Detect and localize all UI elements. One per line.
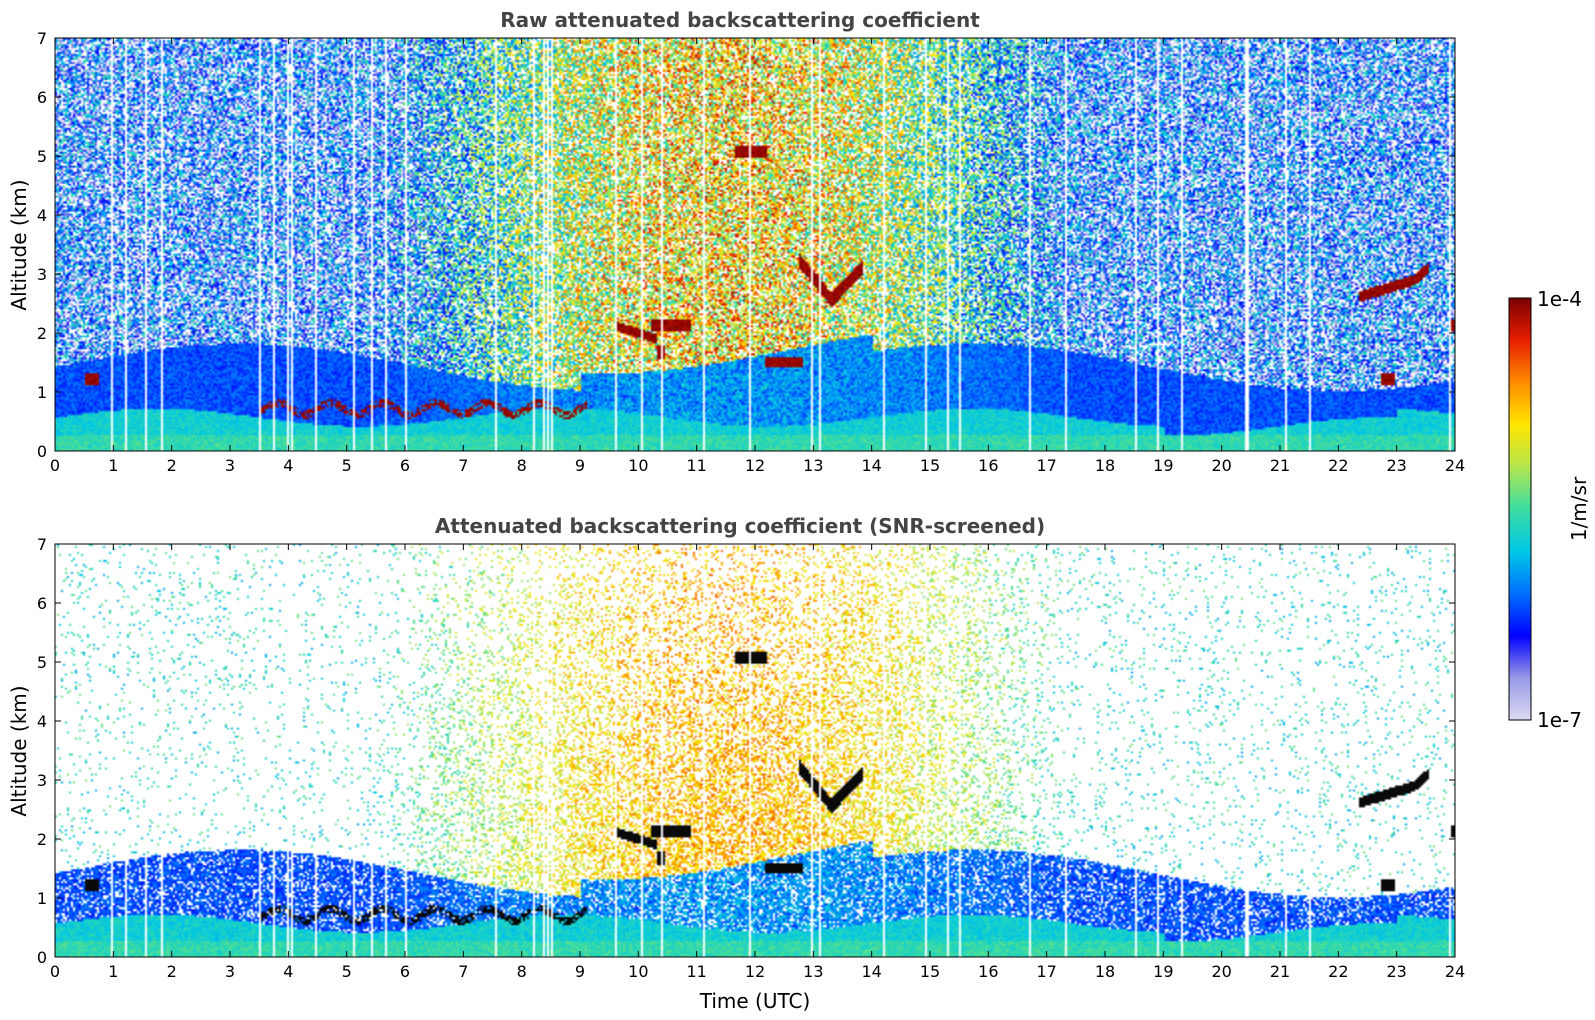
y-tick-label: 4 xyxy=(37,712,47,731)
heatmap-raw xyxy=(55,38,1455,451)
heatmap-screened xyxy=(55,544,1455,957)
x-tick-label: 0 xyxy=(50,456,60,475)
x-tick-label: 21 xyxy=(1270,456,1290,475)
x-tick-label: 16 xyxy=(978,456,998,475)
x-tick-label: 10 xyxy=(628,456,648,475)
x-tick-label: 19 xyxy=(1153,962,1173,981)
x-tick-label: 15 xyxy=(920,962,940,981)
x-tick-label: 5 xyxy=(342,962,352,981)
y-tick-label: 0 xyxy=(37,948,47,967)
y-tick-label: 7 xyxy=(37,29,47,48)
colorbar-gradient xyxy=(1508,297,1532,721)
y-tick-label: 4 xyxy=(37,206,47,225)
y-tick-label: 5 xyxy=(37,147,47,166)
x-tick-label: 23 xyxy=(1386,962,1406,981)
x-tick-label: 11 xyxy=(686,456,706,475)
x-tick-label: 1 xyxy=(108,456,118,475)
x-tick-label: 11 xyxy=(686,962,706,981)
panel-raw: Raw attenuated backscattering coefficien… xyxy=(7,8,1465,475)
y-tick-label: 6 xyxy=(37,88,47,107)
x-tick-label: 21 xyxy=(1270,962,1290,981)
x-tick-label: 0 xyxy=(50,962,60,981)
y-tick-label: 2 xyxy=(37,830,47,849)
x-tick-label: 24 xyxy=(1445,962,1465,981)
ylabel-raw: Altitude (km) xyxy=(7,179,31,310)
x-tick-label: 17 xyxy=(1036,456,1056,475)
colorbar-min-label: 1e-7 xyxy=(1537,708,1582,732)
y-tick-label: 1 xyxy=(37,383,47,402)
x-tick-label: 5 xyxy=(342,456,352,475)
y-tick-label: 7 xyxy=(37,535,47,554)
x-tick-label: 15 xyxy=(920,456,940,475)
x-tick-label: 4 xyxy=(283,456,293,475)
x-tick-label: 3 xyxy=(225,962,235,981)
y-tick-label: 6 xyxy=(37,594,47,613)
x-tick-label: 13 xyxy=(803,962,823,981)
x-tick-label: 18 xyxy=(1095,456,1115,475)
x-tick-label: 12 xyxy=(745,962,765,981)
y-tick-label: 5 xyxy=(37,653,47,672)
x-tick-label: 14 xyxy=(861,962,881,981)
x-tick-label: 6 xyxy=(400,456,410,475)
ticks-screened: 0 1 2 3 4 5 6 7 8 9 10 11 12 13 14 15 16 17 18 19 20 21 22 23 24… xyxy=(37,535,1465,981)
x-tick-label: 20 xyxy=(1211,456,1231,475)
ylabel-screened: Altitude (km) xyxy=(7,685,31,816)
x-tick-label: 22 xyxy=(1328,962,1348,981)
x-tick-label: 14 xyxy=(861,456,881,475)
x-tick-label: 8 xyxy=(517,456,527,475)
panel-title-raw: Raw attenuated backscattering coefficien… xyxy=(500,8,980,32)
x-tick-label: 2 xyxy=(167,962,177,981)
x-tick-label: 6 xyxy=(400,962,410,981)
x-tick-label: 20 xyxy=(1211,962,1231,981)
x-tick-label: 9 xyxy=(575,456,585,475)
x-tick-label: 1 xyxy=(108,962,118,981)
x-tick-label: 22 xyxy=(1328,456,1348,475)
panel-title-screened: Attenuated backscattering coefficient (S… xyxy=(435,514,1045,538)
x-tick-label: 4 xyxy=(283,962,293,981)
x-tick-label: 9 xyxy=(575,962,585,981)
x-tick-label: 24 xyxy=(1445,456,1465,475)
x-tick-label: 19 xyxy=(1153,456,1173,475)
x-tick-label: 7 xyxy=(458,962,468,981)
y-tick-label: 0 xyxy=(37,442,47,461)
colorbar-max-label: 1e-4 xyxy=(1537,287,1582,311)
x-tick-label: 13 xyxy=(803,456,823,475)
x-tick-label: 2 xyxy=(167,456,177,475)
x-tick-label: 23 xyxy=(1386,456,1406,475)
x-tick-label: 10 xyxy=(628,962,648,981)
ticks-raw: 0 1 2 3 4 5 6 7 8 9 10 11 12 13 14 15 16 17 18 19 20 21 22 23 24… xyxy=(37,29,1465,475)
y-tick-label: 3 xyxy=(37,265,47,284)
x-tick-label: 16 xyxy=(978,962,998,981)
x-tick-label: 7 xyxy=(458,456,468,475)
y-tick-label: 2 xyxy=(37,324,47,343)
y-tick-label: 1 xyxy=(37,889,47,908)
panel-screened: Attenuated backscattering coefficient (S… xyxy=(7,514,1465,1013)
x-tick-label: 3 xyxy=(225,456,235,475)
colorbar-unit-label: 1/m/sr xyxy=(1567,476,1591,541)
x-tick-label: 8 xyxy=(517,962,527,981)
xlabel-time: Time (UTC) xyxy=(699,989,811,1013)
x-tick-label: 18 xyxy=(1095,962,1115,981)
x-tick-label: 12 xyxy=(745,456,765,475)
x-tick-label: 17 xyxy=(1036,962,1056,981)
y-tick-label: 3 xyxy=(37,771,47,790)
colorbar: 1e-4 1e-7 1/m/sr xyxy=(1508,287,1591,732)
